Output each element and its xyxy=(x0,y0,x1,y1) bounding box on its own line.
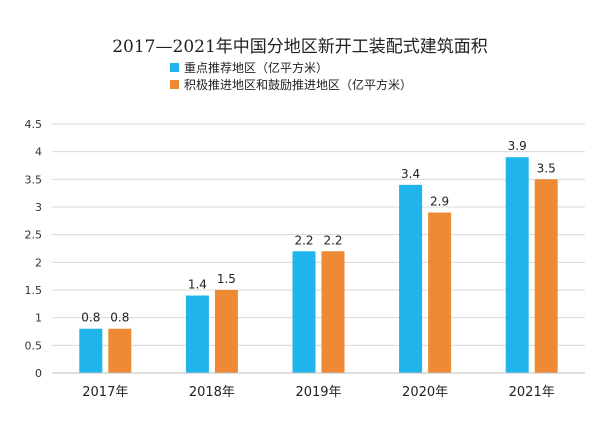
y-tick-label: 0 xyxy=(35,367,42,380)
bar-series-1 xyxy=(505,157,529,373)
value-label: 2.2 xyxy=(294,233,313,247)
legend: 重点推荐地区（亿平方米） 积极推进地区和鼓励推进地区（亿平方米） xyxy=(170,60,412,92)
value-labels: 0.8 0.8 1.4 1.5 2.2 2.2 3.4 2.9 3.9 3.5 xyxy=(81,139,555,325)
y-axis-tick-labels: 0 0.5 1 1.5 2 2.5 3 3.5 4 4.5 xyxy=(25,118,43,380)
value-label: 1.4 xyxy=(188,278,207,292)
y-tick-label: 4.5 xyxy=(25,118,43,131)
bar-series-1 xyxy=(185,295,209,373)
x-category-label: 2017年 xyxy=(82,385,128,400)
bar-series-1 xyxy=(292,251,316,373)
legend-label-series-2: 积极推进地区和鼓励推进地区（亿平方米） xyxy=(184,77,412,92)
legend-swatch-series-2 xyxy=(170,80,179,89)
bars xyxy=(79,157,558,373)
bar-series-1 xyxy=(399,184,423,373)
x-axis-category-labels: 2017年 2018年 2019年 2020年 2021年 xyxy=(82,385,554,400)
value-label: 0.8 xyxy=(110,311,129,325)
bar-series-1 xyxy=(79,328,103,373)
value-label: 2.2 xyxy=(323,233,342,247)
value-label: 2.9 xyxy=(430,195,449,209)
x-category-label: 2020年 xyxy=(402,385,448,400)
y-tick-label: 2 xyxy=(35,256,42,269)
chart-title: 2017—2021年中国分地区新开工装配式建筑面积 xyxy=(112,37,488,57)
value-label: 3.9 xyxy=(508,139,527,153)
y-tick-label: 2.5 xyxy=(25,229,43,242)
x-category-label: 2018年 xyxy=(189,385,235,400)
x-category-label: 2021年 xyxy=(509,385,555,400)
bar-series-2 xyxy=(321,251,345,373)
bar-series-2 xyxy=(534,179,558,373)
value-label: 0.8 xyxy=(81,311,100,325)
y-tick-label: 1.5 xyxy=(25,284,43,297)
bar-series-2 xyxy=(428,212,452,373)
bar-series-2 xyxy=(108,328,132,373)
x-category-label: 2019年 xyxy=(295,385,341,400)
legend-label-series-1: 重点推荐地区（亿平方米） xyxy=(184,60,328,75)
bar-series-2 xyxy=(214,290,238,373)
y-tick-label: 0.5 xyxy=(25,339,43,352)
value-label: 3.5 xyxy=(537,161,556,175)
y-tick-label: 3.5 xyxy=(25,173,43,186)
y-tick-label: 1 xyxy=(35,312,42,325)
value-label: 3.4 xyxy=(401,167,420,181)
y-tick-label: 3 xyxy=(35,201,42,214)
legend-swatch-series-1 xyxy=(170,63,179,72)
gridlines xyxy=(52,123,585,346)
y-tick-label: 4 xyxy=(35,146,42,159)
value-label: 1.5 xyxy=(217,272,236,286)
